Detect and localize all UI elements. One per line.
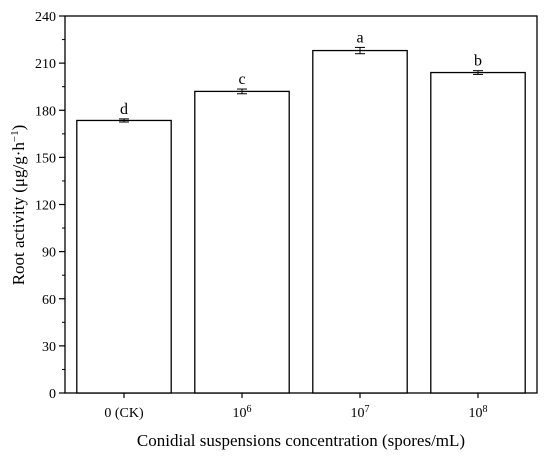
y-tick-label: 0 xyxy=(49,387,56,402)
x-tick-label: 108 xyxy=(469,404,488,422)
y-tick-label: 120 xyxy=(35,199,56,214)
bar xyxy=(76,119,172,394)
bar xyxy=(430,71,526,394)
x-tick-label: 107 xyxy=(351,404,370,422)
y-tick-label: 210 xyxy=(35,57,56,72)
significance-letter: b xyxy=(474,53,482,70)
y-tick-label: 240 xyxy=(35,10,56,25)
y-axis-title: Root activity (μg/g·h−1) xyxy=(9,125,28,286)
y-axis-title-main: Root activity (μg/g·h xyxy=(9,142,28,286)
y-tick-label: 90 xyxy=(42,246,56,261)
y-tick-label: 150 xyxy=(35,151,56,166)
x-axis-title: Conidial suspensions concentration (spor… xyxy=(137,431,465,450)
x-tick-label: 0 (CK) xyxy=(104,406,144,421)
error-bar xyxy=(237,88,247,95)
y-tick-label: 180 xyxy=(35,104,56,119)
x-axis: 0 (CK) 106 107 108 xyxy=(104,393,488,422)
error-bar xyxy=(355,46,365,55)
error-bar xyxy=(473,70,483,75)
y-axis-title-exponent: −1 xyxy=(9,130,21,142)
significance-letter: a xyxy=(356,29,363,46)
y-tick-label: 60 xyxy=(42,293,56,308)
y-axis: 0 30 60 90 120 150 180 210 240 xyxy=(35,10,65,402)
bar xyxy=(194,90,290,394)
error-bar xyxy=(119,118,129,123)
significance-letter: c xyxy=(238,71,245,88)
x-tick-label: 106 xyxy=(233,404,252,422)
significance-letter: d xyxy=(120,101,128,118)
bar xyxy=(312,49,408,394)
bars-group: d c a b xyxy=(76,29,526,394)
y-tick-label: 30 xyxy=(42,340,56,355)
y-axis-title-close: ) xyxy=(9,125,28,131)
